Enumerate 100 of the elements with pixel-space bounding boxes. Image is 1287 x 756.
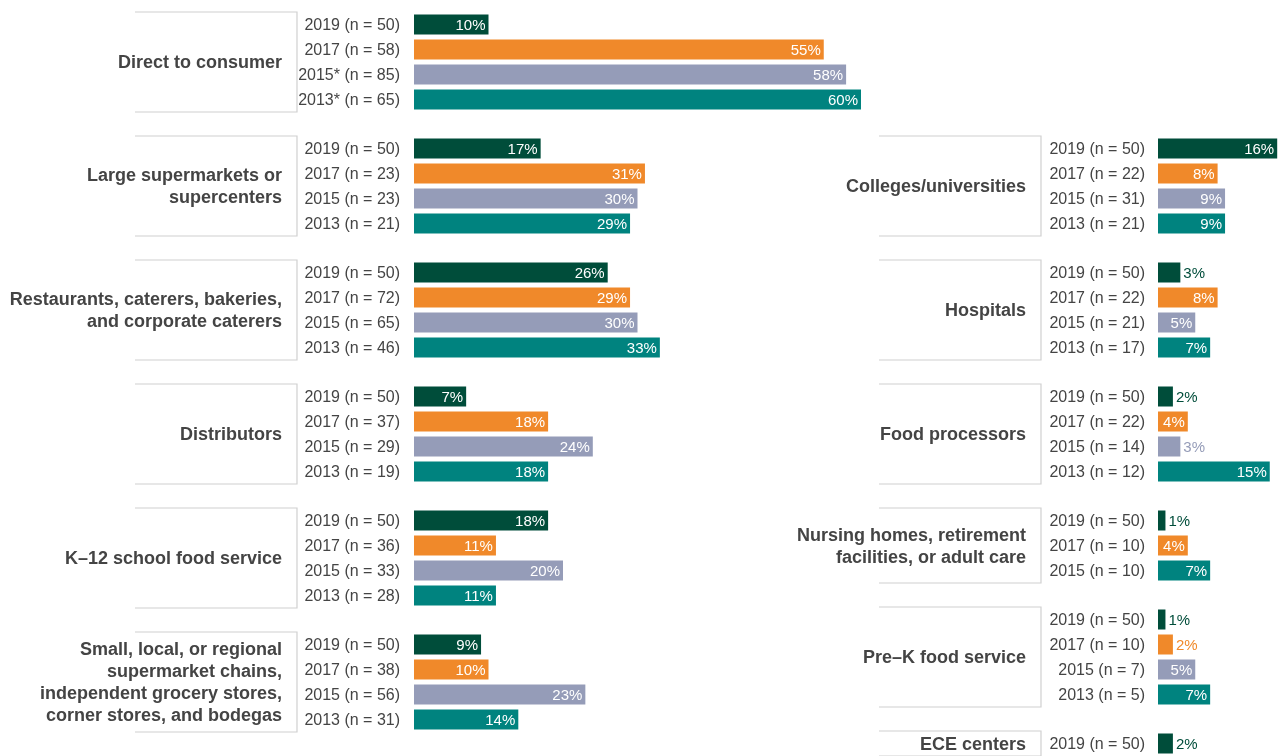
y-tick-label: 2017 (n = 22) — [1049, 413, 1145, 431]
y-tick-label: 2017 (n = 22) — [1049, 165, 1145, 183]
data-label: 9% — [456, 635, 479, 653]
bar — [414, 213, 631, 234]
bar — [414, 89, 861, 110]
data-label: 7% — [441, 387, 464, 405]
y-tick-label: 2013 (n = 31) — [304, 711, 400, 729]
y-tick-label: 2019 (n = 50) — [1049, 611, 1145, 629]
y-tick-label: 2013 (n = 28) — [304, 587, 400, 605]
y-tick-label: 2019 (n = 50) — [1049, 140, 1145, 158]
text: Direct to consumer — [117, 52, 282, 73]
y-tick-label: 2017 (n = 72) — [304, 289, 400, 307]
y-tick-label: 2013 (n = 19) — [304, 463, 400, 481]
text: Distributors — [179, 424, 282, 445]
data-label: 20% — [529, 561, 560, 579]
data-label: 55% — [790, 40, 821, 58]
data-label: 23% — [552, 685, 583, 703]
data-label: 5% — [1170, 660, 1193, 678]
text: Hospitals — [944, 300, 1026, 321]
y-tick-label: 2019 (n = 50) — [304, 636, 400, 654]
bar — [414, 312, 638, 333]
text: Restaurants, caterers, bakeries, and corporate caterers — [9, 289, 282, 332]
y-tick-label: 2017 (n = 10) — [1049, 537, 1145, 555]
y-tick-label: 2019 (n = 50) — [304, 512, 400, 530]
y-tick-label: 2013 (n = 5) — [1058, 686, 1145, 704]
data-label: 7% — [1185, 685, 1208, 703]
data-label: 29% — [597, 214, 628, 232]
y-tick-label: 2019 (n = 50) — [1049, 264, 1145, 282]
text: Large supermarkets or supercenters — [86, 165, 282, 208]
y-tick-label: 2015 (n = 7) — [1058, 661, 1145, 679]
bar — [1158, 461, 1270, 482]
data-label: 2% — [1175, 734, 1198, 752]
y-tick-label: 2013* (n = 65) — [298, 91, 400, 109]
text: Nursing homes, retirement facilities, or adult care — [796, 524, 1026, 567]
data-label: 60% — [827, 90, 858, 108]
data-label: 24% — [559, 437, 590, 455]
bar — [414, 39, 824, 60]
data-label: 18% — [515, 511, 546, 529]
data-label: 14% — [485, 710, 516, 728]
bar — [414, 188, 638, 209]
y-tick-label: 2019 (n = 50) — [304, 264, 400, 282]
data-label: 30% — [604, 189, 635, 207]
data-label: 16% — [1244, 139, 1275, 157]
y-tick-label: 2019 (n = 50) — [1049, 512, 1145, 530]
data-label: 9% — [1200, 189, 1223, 207]
y-tick-label: 2017 (n = 38) — [304, 661, 400, 679]
data-label: 5% — [1170, 313, 1193, 331]
data-label: 58% — [813, 65, 844, 83]
data-label: 7% — [1185, 561, 1208, 579]
bar — [1158, 609, 1166, 630]
data-label: 29% — [597, 288, 628, 306]
y-tick-label: 2013 (n = 17) — [1049, 339, 1145, 357]
y-tick-label: 2013 (n = 21) — [1049, 215, 1145, 233]
text: Pre–K food service — [862, 647, 1026, 668]
bar — [1158, 262, 1181, 283]
y-tick-label: 2015* (n = 85) — [298, 66, 400, 84]
bar — [414, 262, 608, 283]
data-label: 10% — [455, 660, 486, 678]
data-label: 17% — [507, 139, 538, 157]
data-label: 18% — [515, 412, 546, 430]
y-tick-label: 2015 (n = 31) — [1049, 190, 1145, 208]
bar — [1158, 436, 1181, 457]
bar — [414, 709, 519, 730]
y-tick-label: 2017 (n = 37) — [304, 413, 400, 431]
bar — [414, 138, 541, 159]
bar — [414, 337, 660, 358]
bar — [1158, 634, 1173, 655]
y-tick-label: 2019 (n = 50) — [304, 140, 400, 158]
data-label: 1% — [1168, 511, 1191, 529]
y-tick-label: 2013 (n = 12) — [1049, 463, 1145, 481]
data-label: 10% — [455, 15, 486, 33]
y-tick-label: 2019 (n = 50) — [304, 16, 400, 34]
y-tick-label: 2017 (n = 36) — [304, 537, 400, 555]
bar — [414, 287, 631, 308]
y-tick-label: 2017 (n = 10) — [1049, 636, 1145, 654]
y-tick-label: 2017 (n = 22) — [1049, 289, 1145, 307]
y-tick-label: 2013 (n = 46) — [304, 339, 400, 357]
data-label: 3% — [1183, 263, 1206, 281]
y-tick-label: 2017 (n = 58) — [304, 41, 400, 59]
data-label: 31% — [611, 164, 642, 182]
y-tick-label: 2013 (n = 21) — [304, 215, 400, 233]
data-label: 2% — [1175, 635, 1198, 653]
data-label: 4% — [1163, 536, 1185, 554]
data-label: 26% — [574, 263, 605, 281]
y-tick-label: 2019 (n = 50) — [304, 388, 400, 406]
data-label: 18% — [515, 462, 546, 480]
bar — [414, 163, 645, 184]
text: Colleges/universities — [845, 176, 1026, 197]
bar — [414, 684, 586, 705]
text: Small, local, or regional supermarket chains, independent grocery stores, corner stores, and bodegas — [39, 639, 282, 726]
data-label: 33% — [626, 338, 657, 356]
bar — [414, 64, 847, 85]
y-tick-label: 2015 (n = 14) — [1049, 438, 1145, 456]
text: ECE centers — [919, 733, 1026, 754]
data-label: 8% — [1192, 288, 1215, 306]
data-label: 1% — [1168, 610, 1191, 628]
y-tick-label: 2015 (n = 23) — [304, 190, 400, 208]
data-label: 11% — [464, 586, 493, 604]
data-label: 9% — [1200, 214, 1223, 232]
y-tick-label: 2019 (n = 50) — [1049, 388, 1145, 406]
